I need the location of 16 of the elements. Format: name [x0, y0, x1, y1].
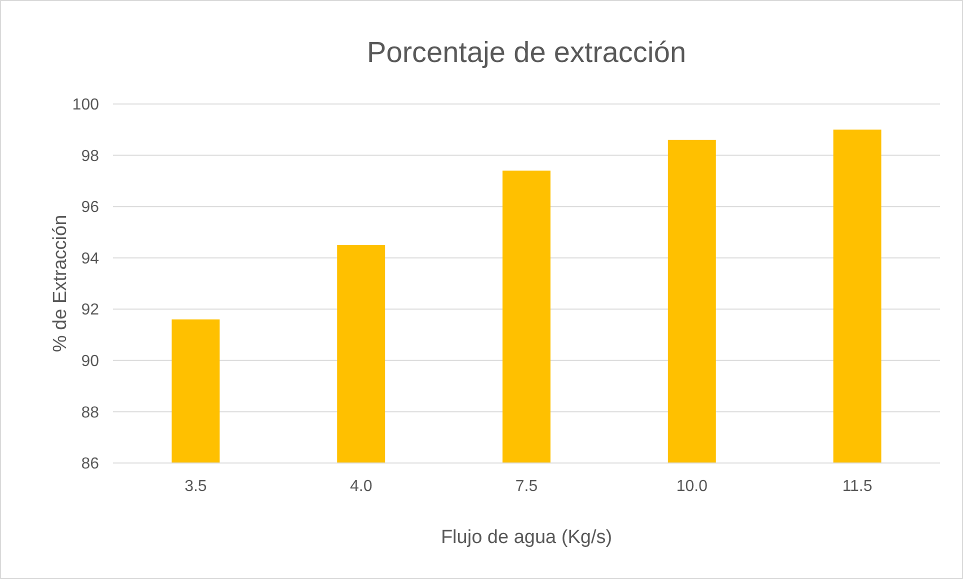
x-axis-title: Flujo de agua (Kg/s): [440, 527, 612, 548]
y-tick-label: 94: [81, 250, 100, 268]
y-tick-label: 92: [81, 302, 100, 319]
x-tick-label: 11.5: [842, 478, 872, 495]
y-tick-label: 90: [81, 353, 100, 370]
y-axis-title: % de Extracción: [50, 214, 71, 352]
y-tick-label: 96: [81, 199, 100, 216]
x-tick-label: 7.5: [515, 478, 538, 495]
x-tick-label: 10.0: [676, 478, 708, 495]
chart-title: Porcentaje de extracción: [366, 37, 686, 69]
y-tick-label: 100: [72, 96, 100, 114]
y-tick-label: 98: [81, 148, 100, 165]
y-tick-label: 88: [81, 404, 100, 422]
x-tick-label: 4.0: [350, 478, 372, 495]
y-tick-label: 86: [81, 456, 100, 473]
x-tick-label: 3.5: [184, 478, 207, 495]
